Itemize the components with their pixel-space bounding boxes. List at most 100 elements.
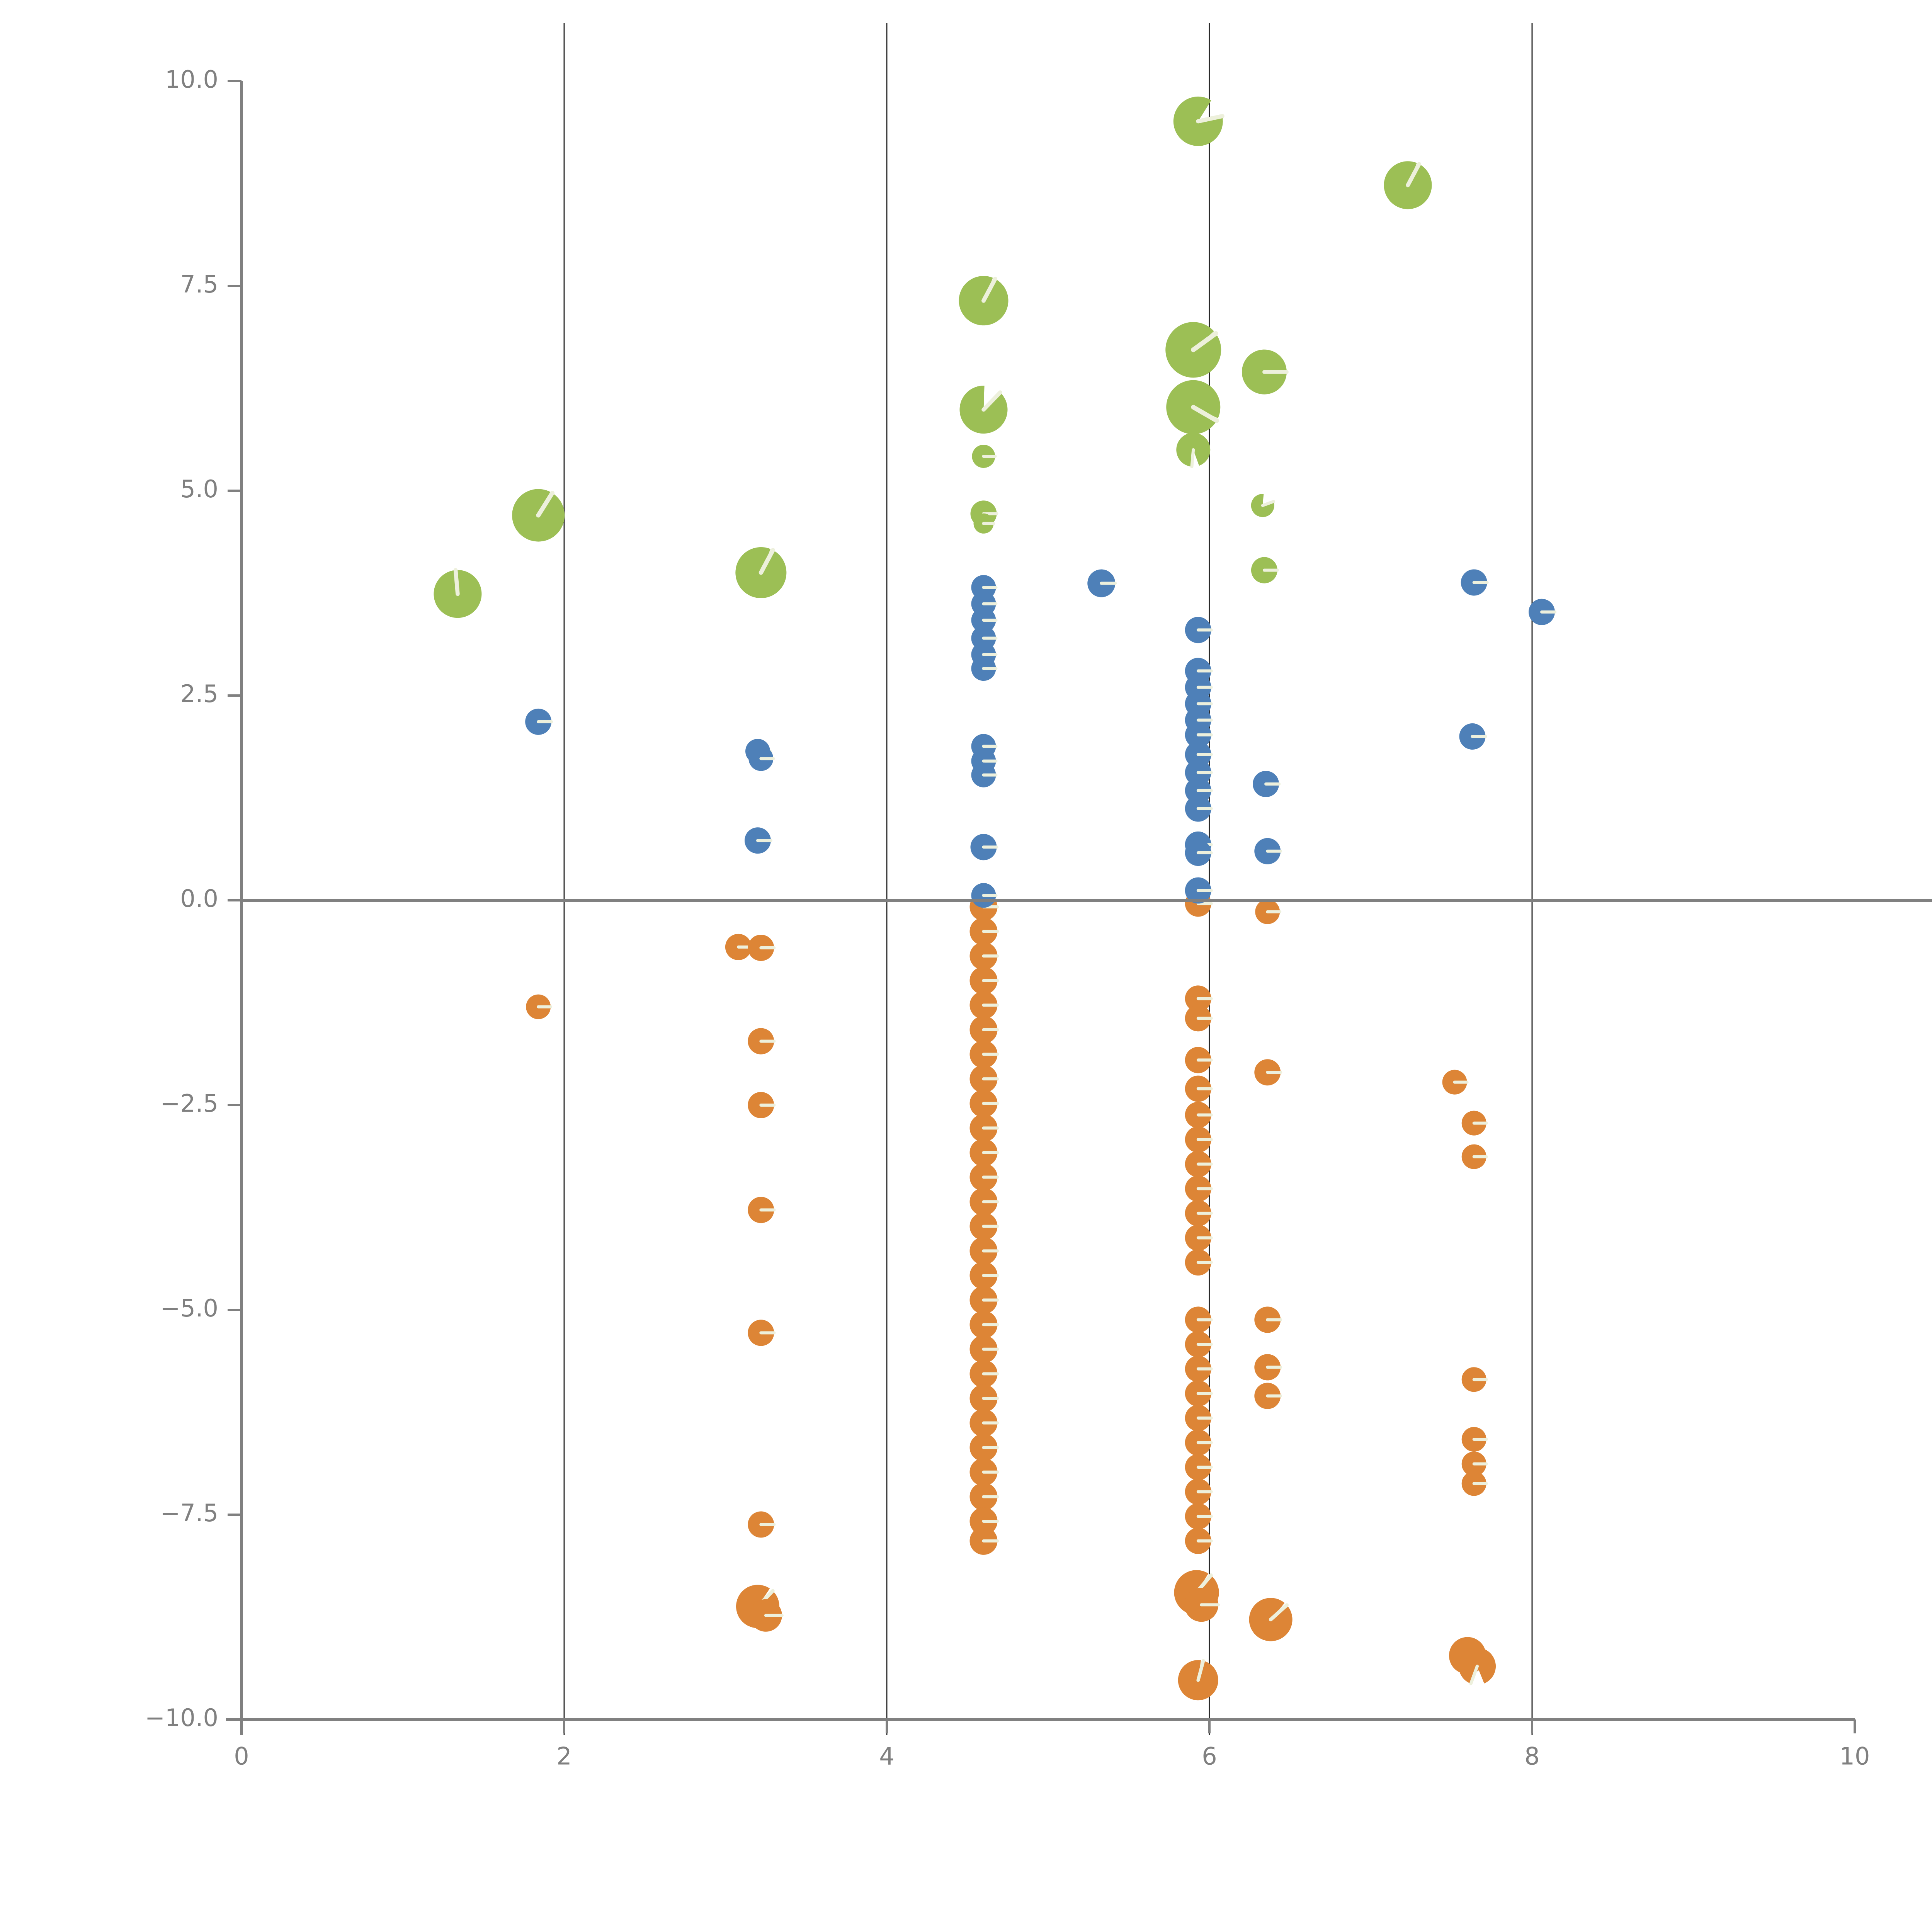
marker-orange: [748, 1092, 776, 1118]
marker-orange: [969, 1261, 999, 1289]
marker-orange: [969, 1015, 999, 1044]
marker-blue: [1185, 777, 1213, 804]
marker-orange: [1185, 1225, 1213, 1251]
marker-green: [973, 513, 995, 534]
marker-orange: [969, 1434, 999, 1462]
y-tick-label: 5.0: [180, 475, 218, 503]
marker-blue: [1529, 599, 1557, 625]
marker-orange: [1185, 1478, 1213, 1505]
axes: [226, 80, 1856, 1735]
marker-orange: [1185, 1047, 1213, 1073]
marker-orange: [1185, 1454, 1213, 1481]
marker-blue: [1185, 795, 1213, 822]
y-tick-label: 0.0: [180, 884, 218, 913]
marker-blue: [1459, 723, 1487, 750]
marker-blue: [971, 762, 998, 787]
marker-radius-line: [453, 568, 460, 596]
marker-blue: [1185, 840, 1213, 866]
marker-orange: [1249, 1598, 1293, 1641]
y-tick-label: −2.5: [160, 1089, 218, 1117]
marker-orange: [969, 1163, 999, 1191]
marker-green: [959, 386, 1008, 434]
marker-green: [1242, 349, 1289, 395]
marker-green: [959, 276, 1009, 326]
marker-radius-line: [1269, 1603, 1289, 1622]
marker-orange: [1255, 899, 1282, 924]
x-tick-label: 8: [1524, 1742, 1539, 1770]
marker-orange: [969, 1335, 999, 1363]
marker-green: [972, 444, 997, 468]
marker-blue: [748, 746, 775, 771]
marker-blue: [971, 607, 998, 633]
marker-blue: [1185, 759, 1213, 786]
marker-orange: [969, 1065, 999, 1093]
marker-green: [1166, 380, 1221, 434]
marker-orange: [1184, 1588, 1220, 1622]
marker-orange: [1185, 1503, 1213, 1530]
marker-blue: [1254, 838, 1282, 864]
marker-orange: [1254, 1059, 1282, 1086]
marker-orange: [1461, 1367, 1488, 1392]
marker-blue: [1185, 617, 1213, 643]
marker-orange: [969, 966, 999, 995]
marker-orange: [1254, 1306, 1282, 1333]
marker-radius-line: [1191, 331, 1218, 352]
marker-orange: [725, 934, 753, 960]
marker-orange: [969, 1188, 999, 1216]
marker-blue: [971, 883, 998, 908]
y-tick-label: −5.0: [160, 1294, 218, 1322]
marker-green: [735, 547, 787, 599]
y-tick-label: 7.5: [180, 270, 218, 298]
marker-green: [1251, 557, 1279, 583]
marker-orange: [1185, 985, 1213, 1012]
y-tick-label: 10.0: [165, 65, 218, 94]
marker-green: [512, 489, 565, 542]
marker-orange: [969, 991, 999, 1019]
marker-radius-line: [981, 390, 1002, 412]
marker-orange: [1185, 1527, 1213, 1554]
marker-orange: [1178, 1659, 1218, 1701]
x-tick-label: 6: [1202, 1742, 1217, 1770]
marker-orange: [1459, 1648, 1496, 1685]
marker-blue: [1185, 721, 1213, 748]
marker-orange: [748, 934, 776, 961]
marker-orange: [969, 1458, 999, 1486]
marker-orange: [969, 1360, 999, 1388]
marker-orange: [969, 1311, 999, 1339]
marker-orange: [969, 1138, 999, 1167]
marker-orange: [1185, 1175, 1213, 1202]
marker-orange: [969, 917, 999, 946]
series-blue-markers: [525, 569, 1557, 908]
marker-radius-line: [1261, 500, 1275, 507]
marker-orange: [969, 1089, 999, 1117]
marker-orange: [1185, 1331, 1213, 1358]
marker-orange: [1185, 1075, 1213, 1102]
x-tick-label: 0: [234, 1742, 249, 1770]
marker-blue: [745, 827, 772, 854]
marker-orange: [969, 1483, 999, 1511]
x-tick-label: 4: [879, 1742, 894, 1770]
marker-orange: [969, 1384, 999, 1412]
marker-radius-line: [1469, 1665, 1479, 1685]
marker-orange: [1442, 1070, 1469, 1095]
marker-orange: [1461, 1451, 1488, 1476]
marker-orange: [1461, 1427, 1488, 1452]
marker-orange: [1185, 1151, 1213, 1177]
marker-blue: [970, 834, 998, 861]
marker-blue: [1087, 569, 1117, 597]
marker-orange: [1185, 1405, 1213, 1431]
marker-radius-line: [1196, 114, 1225, 124]
marker-blue: [1185, 741, 1213, 768]
x-tick-label: 10: [1840, 1742, 1870, 1770]
marker-orange: [969, 942, 999, 970]
marker-orange: [969, 1527, 999, 1555]
marker-orange: [1461, 1111, 1488, 1136]
marker-green: [1165, 322, 1221, 378]
marker-orange: [1461, 1144, 1488, 1169]
marker-radius-line: [1190, 448, 1195, 468]
marker-orange: [1185, 1380, 1213, 1407]
marker-orange: [969, 1040, 999, 1068]
marker-orange: [1185, 1126, 1213, 1153]
